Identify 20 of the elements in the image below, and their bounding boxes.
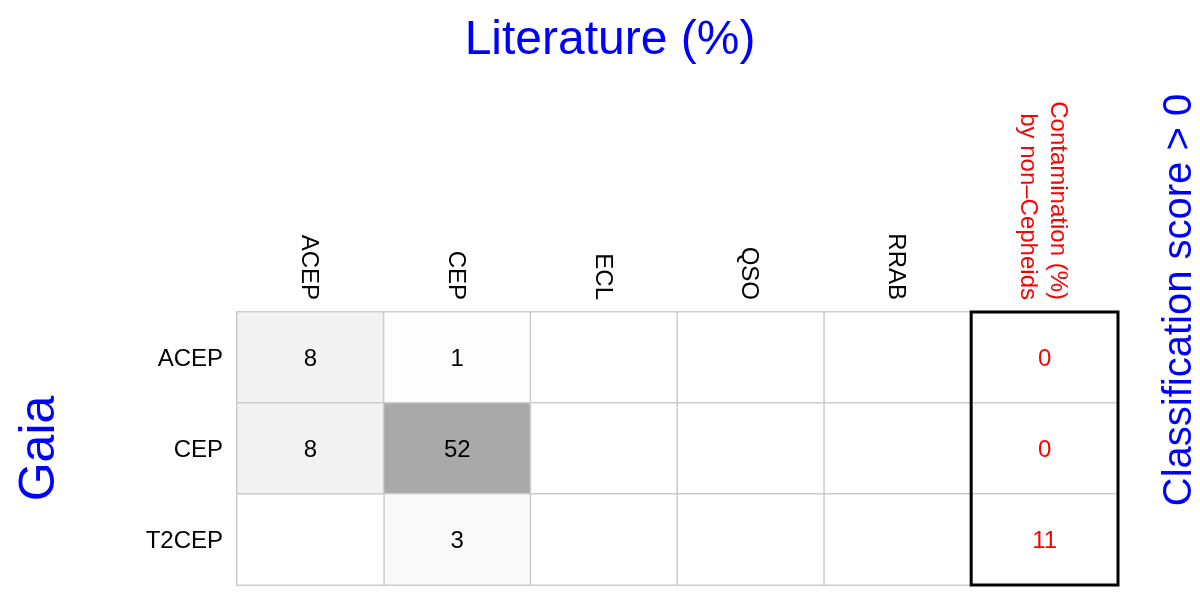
data-label: 52 <box>443 435 471 462</box>
data-label: 8 <box>303 344 318 371</box>
y-axis-title: Gaia <box>9 395 65 502</box>
y-tick-label: ACEP <box>157 344 223 371</box>
x-tick-label: ACEP <box>296 234 324 300</box>
data-label: 0 <box>1037 435 1052 462</box>
x-tick-label: CEP <box>443 250 471 300</box>
y-tick-label: CEP <box>173 435 223 462</box>
data-label: 11 <box>1032 526 1058 553</box>
x-tick-label: Contamination (%) by non–Cepheids <box>1016 101 1074 300</box>
chart-title: Literature (%) <box>464 10 756 64</box>
x-tick-label: ECL <box>590 253 618 300</box>
data-label: 3 <box>450 526 464 553</box>
text: Classification score > 0 <box>1155 93 1199 507</box>
data-label: 1 <box>450 344 464 371</box>
x-tick-label: RRAB <box>884 233 912 300</box>
x-tick-label: QSO <box>737 246 765 300</box>
data-label: 0 <box>1037 344 1052 371</box>
data-label: 8 <box>303 435 318 462</box>
y-tick-label: T2CEP <box>145 526 223 553</box>
